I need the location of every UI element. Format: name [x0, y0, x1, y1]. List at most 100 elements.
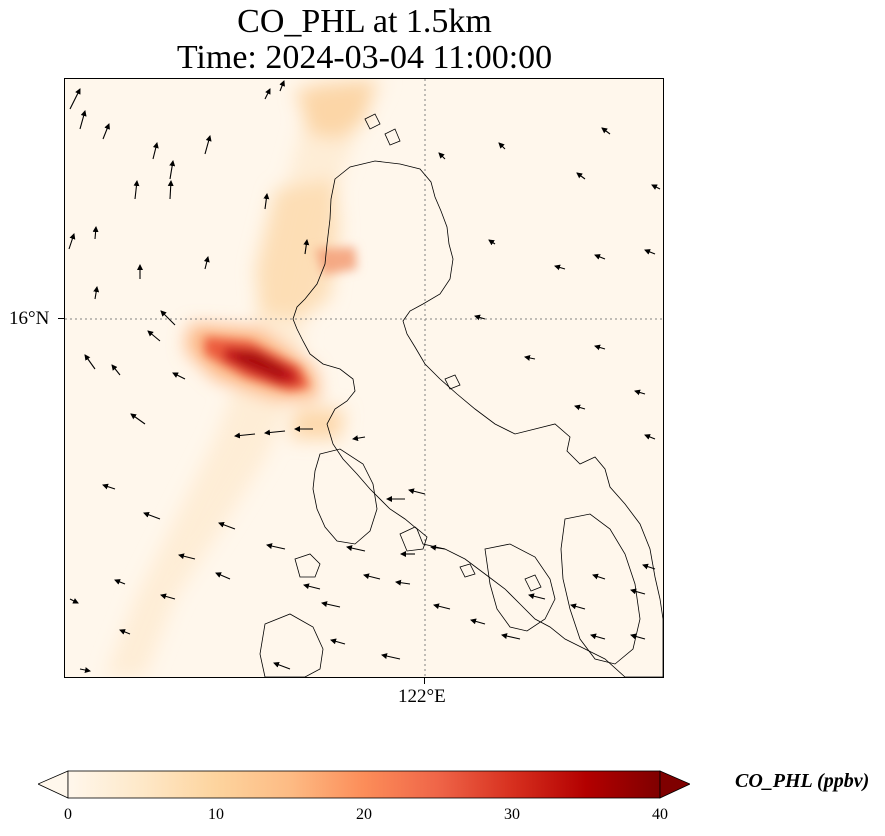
colorbar-tick-30: 30 [504, 806, 520, 823]
colorbar-tick-20: 20 [356, 806, 372, 823]
marinduque-coastline [399, 526, 428, 552]
wind-arrow [79, 667, 91, 673]
small-island-4 [459, 563, 476, 578]
wind-arrow [160, 310, 176, 326]
wind-arrow [92, 226, 99, 240]
wind-arrow [524, 355, 536, 361]
wind-arrow [321, 601, 341, 608]
panay-coastline [259, 613, 324, 677]
colorbar-extend-high [659, 770, 690, 799]
wind-arrow [215, 572, 231, 580]
map-canvas [65, 79, 663, 677]
wind-arrow [303, 239, 310, 255]
wind-arrow [438, 152, 446, 160]
wind-arrow [279, 80, 285, 92]
wind-arrow [152, 142, 159, 160]
wind-arrow [498, 142, 506, 150]
colorbar [38, 770, 690, 800]
lat-tick-label: 16°N [9, 308, 50, 329]
wind-arrow [330, 638, 346, 645]
wind-arrow [630, 588, 646, 595]
wind-arrow [264, 429, 286, 436]
wind-arrow [204, 135, 212, 155]
wind-arrow [554, 264, 566, 271]
wind-arrow [203, 256, 210, 270]
wind-arrow [93, 286, 100, 300]
wind-arrow [234, 432, 256, 439]
map-panel [64, 78, 664, 678]
wind-arrow [263, 193, 270, 210]
wind-arrow [594, 254, 606, 260]
wind-arrow [119, 629, 131, 635]
wind-arrow [470, 618, 486, 625]
lon-tick-label: 122°E [398, 686, 446, 707]
wind-arrow [430, 544, 446, 551]
small-island-1 [294, 553, 321, 578]
bicol-island-coastline [484, 543, 556, 632]
wind-arrow [570, 603, 586, 610]
wind-arrow [102, 483, 116, 490]
wind-arrow [594, 344, 606, 351]
samar-coastline [560, 513, 641, 665]
co-concentration-field [105, 79, 385, 677]
wind-arrow [69, 88, 81, 110]
wind-arrow [576, 172, 586, 180]
wind-arrow [363, 573, 381, 580]
wind-arrow [488, 239, 496, 246]
wind-arrow [68, 233, 76, 250]
wind-arrow [630, 633, 646, 640]
luzon-coastline [292, 160, 663, 677]
wind-arrow [114, 579, 126, 585]
colorbar-tick-40: 40 [652, 806, 668, 823]
plume-core-dark [237, 351, 285, 379]
wind-arrow [143, 511, 161, 520]
wind-arrow [167, 180, 174, 200]
plume-upper [295, 79, 375, 139]
wind-arrow [474, 314, 486, 321]
wind-arrow [651, 184, 661, 190]
colorbar-tick-10: 10 [208, 806, 224, 823]
small-island-2 [364, 113, 381, 130]
wind-arrow [601, 127, 611, 135]
wind-arrow [644, 434, 656, 440]
wind-arrow [395, 579, 411, 586]
wind-arrow [169, 160, 176, 180]
wind-arrow [130, 413, 146, 425]
colorbar-label: CO_PHL (ppbv) [735, 770, 870, 792]
wind-arrow [172, 372, 186, 380]
wind-arrow [84, 354, 96, 370]
wind-arrow [644, 249, 656, 255]
title-line-2: Time: 2024-03-04 11:00:00 [176, 39, 553, 76]
wind-arrow [303, 583, 321, 590]
coastlines [259, 113, 663, 677]
wind-arrow [102, 123, 110, 140]
wind-arrow [69, 598, 79, 604]
plume-mid [255, 179, 340, 319]
wind-arrow [528, 593, 546, 600]
plume-mid-hotspot [315, 247, 357, 275]
wind-arrow [574, 404, 586, 411]
small-island-5 [444, 374, 461, 390]
colorbar-tick-0: 0 [64, 806, 72, 823]
wind-arrow [352, 435, 366, 442]
wind-vectors [68, 80, 661, 673]
wind-arrow [133, 180, 140, 200]
wind-arrow [501, 633, 521, 640]
wind-arrow [111, 364, 121, 376]
wind-arrow [266, 543, 286, 550]
wind-arrow [408, 488, 426, 495]
wind-arrow [79, 110, 87, 130]
mindoro-coastline [312, 448, 378, 545]
wind-arrow [634, 389, 646, 396]
small-island-3 [384, 128, 401, 146]
colorbar-gradient [67, 770, 661, 799]
wind-arrow [218, 521, 236, 530]
wind-arrow [273, 661, 291, 670]
wind-arrow [160, 593, 176, 600]
wind-arrow [433, 603, 451, 610]
small-island-6 [524, 574, 542, 592]
lon-tick [424, 678, 425, 684]
wind-arrow [642, 563, 656, 570]
wind-arrow [590, 633, 606, 640]
wind-arrow [592, 573, 606, 580]
